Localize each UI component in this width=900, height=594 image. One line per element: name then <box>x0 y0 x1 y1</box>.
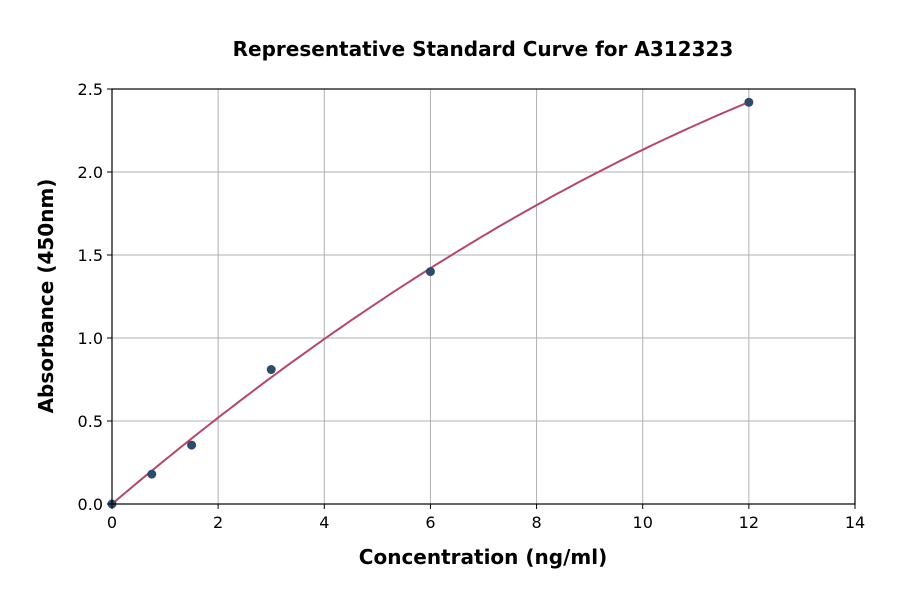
grid <box>111 88 856 505</box>
x-tick-label: 8 <box>531 513 541 532</box>
y-tick-label: 1.5 <box>78 246 103 265</box>
data-point <box>187 440 197 450</box>
y-tick-label: 0.0 <box>78 495 103 514</box>
y-tick-label: 2.5 <box>78 80 103 99</box>
y-tick-label: 0.5 <box>78 412 103 431</box>
x-tick-label: 10 <box>633 513 653 532</box>
x-tick-label: 2 <box>213 513 223 532</box>
chart-title: Representative Standard Curve for A31232… <box>233 37 734 61</box>
x-tick-label: 6 <box>425 513 435 532</box>
data-points <box>107 97 754 509</box>
x-tick-label: 12 <box>739 513 759 532</box>
x-axis-label: Concentration (ng/ml) <box>359 545 607 569</box>
x-tick-label: 4 <box>319 513 329 532</box>
x-tick-label: 14 <box>845 513 865 532</box>
x-axis-ticks: 0 2 4 6 8 10 12 14 <box>107 504 865 532</box>
y-axis-label: Absorbance (450nm) <box>34 179 58 414</box>
data-point <box>147 469 157 479</box>
y-tick-label: 2.0 <box>78 163 103 182</box>
y-tick-label: 1.0 <box>78 329 103 348</box>
y-axis-ticks: 0.0 0.5 1.0 1.5 2.0 2.5 <box>78 80 112 514</box>
data-point <box>266 365 276 375</box>
data-point <box>744 97 754 107</box>
data-point <box>425 267 435 277</box>
plot-frame <box>111 88 856 505</box>
x-tick-label: 0 <box>107 513 117 532</box>
